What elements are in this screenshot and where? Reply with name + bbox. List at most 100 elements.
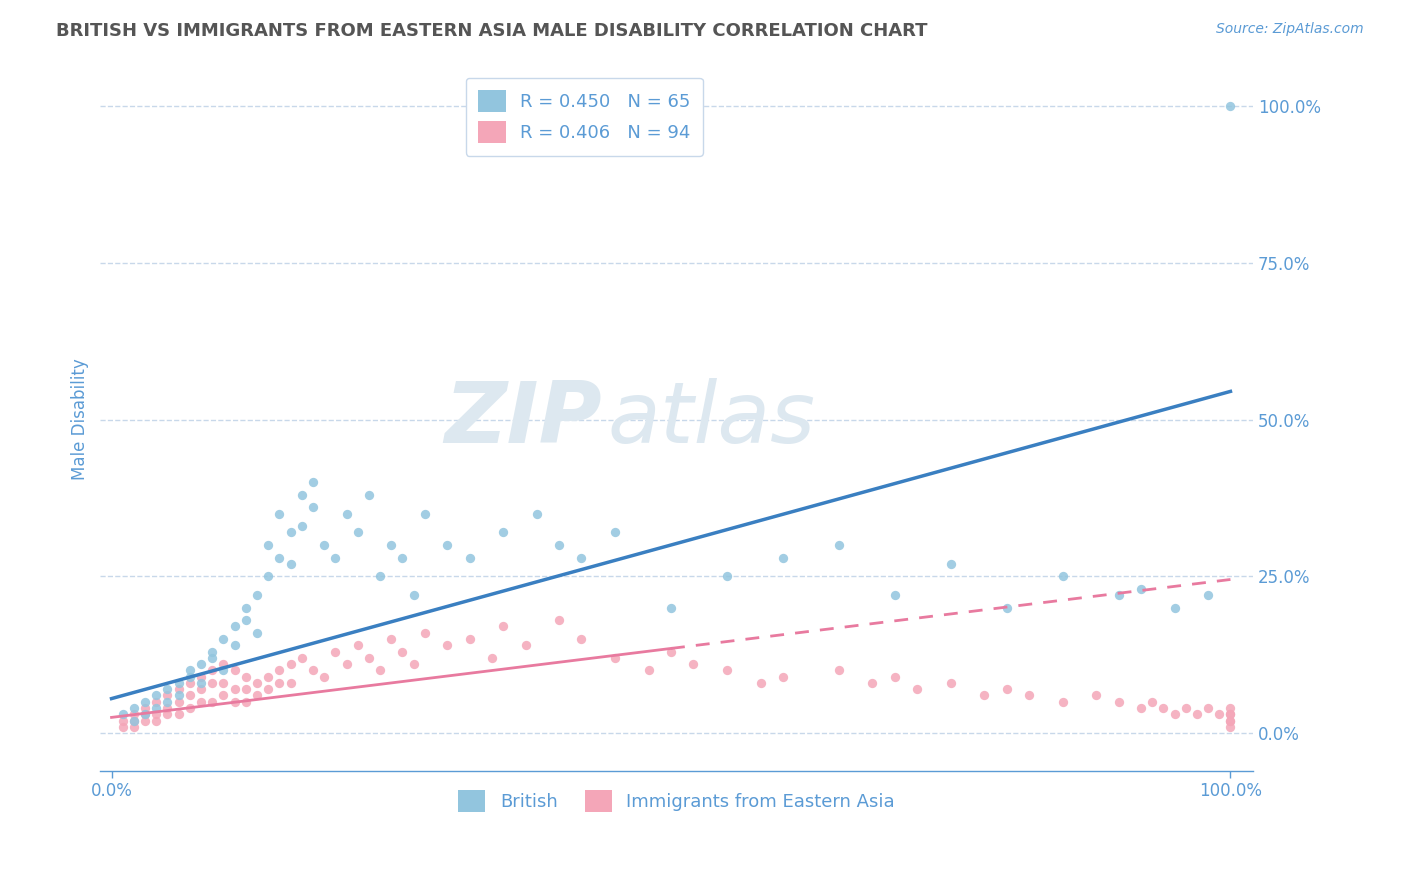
Point	[1185, 707, 1208, 722]
Point	[314, 538, 336, 552]
Point	[179, 664, 201, 678]
Point	[995, 682, 1018, 697]
Point	[167, 695, 190, 709]
Point	[1219, 720, 1241, 734]
Point	[257, 569, 280, 583]
Point	[201, 664, 224, 678]
Point	[179, 676, 201, 690]
Point	[637, 664, 659, 678]
Point	[368, 664, 391, 678]
Point	[179, 670, 201, 684]
Point	[212, 664, 235, 678]
Point	[167, 682, 190, 697]
Point	[515, 638, 537, 652]
Point	[134, 701, 156, 715]
Point	[111, 707, 134, 722]
Point	[860, 676, 883, 690]
Point	[291, 519, 314, 533]
Point	[235, 682, 257, 697]
Point	[571, 550, 593, 565]
Point	[995, 600, 1018, 615]
Point	[659, 600, 682, 615]
Point	[122, 707, 145, 722]
Point	[246, 588, 269, 602]
Point	[224, 682, 246, 697]
Point	[190, 676, 212, 690]
Point	[1018, 689, 1040, 703]
Point	[224, 619, 246, 633]
Point	[302, 500, 325, 515]
Point	[224, 664, 246, 678]
Point	[603, 525, 626, 540]
Point	[380, 538, 402, 552]
Point	[436, 638, 458, 652]
Point	[828, 664, 851, 678]
Point	[190, 670, 212, 684]
Point	[235, 670, 257, 684]
Point	[235, 613, 257, 627]
Point	[1163, 600, 1185, 615]
Point	[1129, 582, 1152, 596]
Point	[212, 676, 235, 690]
Point	[280, 676, 302, 690]
Point	[235, 600, 257, 615]
Point	[122, 714, 145, 728]
Point	[335, 507, 357, 521]
Point	[481, 650, 503, 665]
Point	[1108, 695, 1130, 709]
Point	[357, 488, 380, 502]
Point	[1108, 588, 1130, 602]
Point	[1052, 695, 1074, 709]
Point	[973, 689, 995, 703]
Point	[302, 664, 325, 678]
Point	[122, 701, 145, 715]
Point	[905, 682, 928, 697]
Point	[190, 682, 212, 697]
Point	[269, 676, 291, 690]
Point	[122, 720, 145, 734]
Text: Source: ZipAtlas.com: Source: ZipAtlas.com	[1216, 22, 1364, 37]
Point	[1219, 714, 1241, 728]
Point	[716, 569, 738, 583]
Point	[402, 588, 425, 602]
Point	[323, 644, 346, 658]
Point	[391, 550, 413, 565]
Point	[749, 676, 772, 690]
Point	[1208, 707, 1230, 722]
Point	[548, 613, 571, 627]
Point	[1219, 701, 1241, 715]
Point	[1219, 707, 1241, 722]
Point	[458, 632, 481, 646]
Point	[682, 657, 704, 672]
Point	[212, 689, 235, 703]
Point	[458, 550, 481, 565]
Point	[257, 682, 280, 697]
Point	[291, 650, 314, 665]
Point	[134, 707, 156, 722]
Point	[883, 588, 905, 602]
Point	[156, 689, 179, 703]
Point	[246, 689, 269, 703]
Point	[1140, 695, 1163, 709]
Point	[257, 538, 280, 552]
Point	[1152, 701, 1174, 715]
Point	[323, 550, 346, 565]
Point	[716, 664, 738, 678]
Point	[190, 657, 212, 672]
Point	[201, 644, 224, 658]
Point	[201, 676, 224, 690]
Point	[939, 557, 962, 571]
Point	[571, 632, 593, 646]
Point	[280, 525, 302, 540]
Point	[548, 538, 571, 552]
Point	[145, 695, 167, 709]
Point	[828, 538, 851, 552]
Point	[111, 714, 134, 728]
Point	[145, 714, 167, 728]
Point	[883, 670, 905, 684]
Point	[156, 707, 179, 722]
Point	[526, 507, 548, 521]
Point	[111, 720, 134, 734]
Point	[179, 689, 201, 703]
Point	[603, 650, 626, 665]
